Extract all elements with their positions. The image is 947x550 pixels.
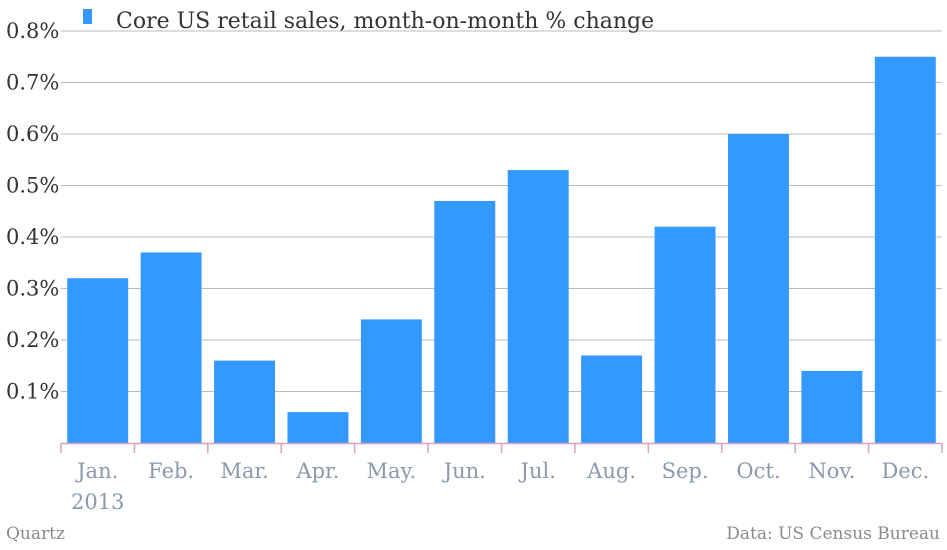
x-tick-label: Oct. [736, 459, 780, 483]
bar-oct [727, 134, 789, 443]
x-tick-label: Jun. [442, 459, 486, 483]
y-tick-label: 0.3% [6, 277, 59, 301]
y-tick-label: 0.2% [6, 328, 59, 352]
x-tick-label: Aug. [586, 459, 636, 483]
bar-jun [434, 200, 496, 443]
y-tick-label: 0.7% [6, 71, 59, 95]
gridlines [61, 30, 942, 392]
bar-feb [140, 252, 202, 443]
bar-nov [801, 370, 863, 443]
x-year-label: 2013 [71, 490, 124, 514]
source-left: Quartz [6, 524, 65, 544]
bar-aug [581, 355, 643, 443]
x-tick-label: Nov. [808, 459, 855, 483]
bar-jul [507, 170, 569, 444]
x-tick-label: Sep. [662, 459, 709, 483]
y-tick-label: 0.1% [6, 380, 59, 404]
y-tick-label: 0.4% [6, 225, 59, 249]
bar-jan [67, 278, 129, 443]
x-axis-ticks: Jan. Feb. Mar. Apr. May. Jun. Jul. Aug. Sep. Oct.… [71, 459, 929, 514]
y-tick-label: 0.6% [6, 122, 59, 146]
y-tick-label: 0.5% [6, 174, 59, 198]
x-tick-label: Apr. [295, 459, 339, 483]
x-tick-label: Dec. [881, 459, 929, 483]
bar-sep [654, 226, 716, 443]
y-axis-ticks: 0.1% 0.2% 0.3% 0.4% 0.5% 0.6% 0.7% 0.8% [6, 19, 59, 404]
bar-mar [214, 360, 276, 443]
x-tick-label: Mar. [220, 459, 268, 483]
legend-swatch [83, 9, 92, 24]
x-tick-label: Jul. [519, 459, 556, 483]
bar-dec [874, 56, 936, 443]
bar-may [360, 319, 422, 443]
x-tick-label: May. [366, 459, 416, 483]
x-tick-label: Jan. [75, 459, 118, 483]
bars [67, 56, 936, 444]
legend-label: Core US retail sales, month-on-month % c… [116, 9, 654, 34]
legend: Core US retail sales, month-on-month % c… [83, 9, 654, 34]
x-tick-label: Feb. [148, 459, 194, 483]
x-axis [60, 442, 943, 453]
source-right: Data: US Census Bureau [726, 524, 940, 544]
bar-apr [287, 412, 349, 443]
y-tick-label: 0.8% [6, 19, 59, 43]
